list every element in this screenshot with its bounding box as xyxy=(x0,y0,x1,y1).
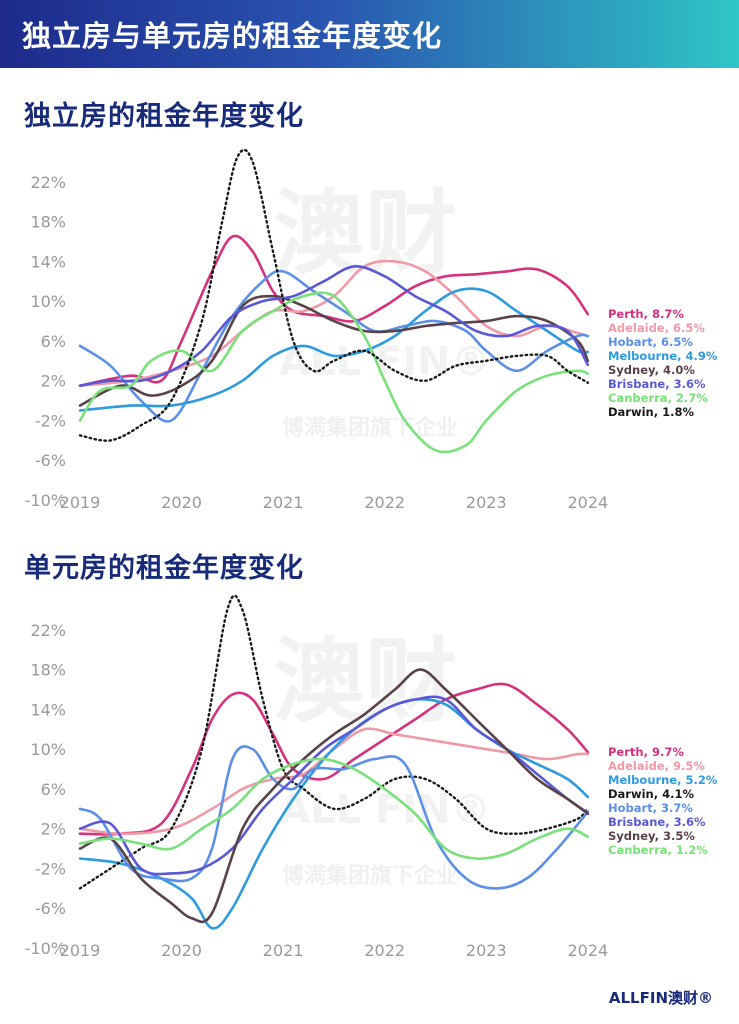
y-tick-label: 2% xyxy=(41,820,66,839)
series-label-perth: Perth, 9.7% xyxy=(608,745,684,759)
series-line-canberra xyxy=(78,757,590,860)
y-tick-label: -6% xyxy=(35,899,66,918)
series-label-brisbane: Brisbane, 3.6% xyxy=(608,815,706,829)
y-tick-label: -2% xyxy=(35,859,66,878)
series-line-hobart xyxy=(78,269,590,423)
series-label-sydney: Sydney, 3.5% xyxy=(608,829,695,843)
chart1-title: 独立房的租金年度变化 xyxy=(24,101,304,132)
x-tick-label: 2019 xyxy=(60,493,101,512)
series-label-melbourne: Melbourne, 5.2% xyxy=(608,773,718,787)
y-tick-label: -6% xyxy=(35,451,66,470)
page-title: 独立房与单元房的租金年度变化 xyxy=(22,19,443,53)
series-line-perth xyxy=(78,682,590,836)
y-tick-label: -2% xyxy=(35,411,66,430)
x-tick-label: 2023 xyxy=(466,493,507,512)
series-label-hobart: Hobart, 6.5% xyxy=(608,335,693,349)
y-tick-label: 14% xyxy=(30,252,66,271)
watermark-brand: ALL FIN® xyxy=(279,787,491,833)
series-line-adelaide xyxy=(78,727,590,835)
y-tick-label: 18% xyxy=(30,661,66,680)
watermark-logo: 澳财 xyxy=(273,628,457,735)
series-label-darwin: Darwin, 1.8% xyxy=(608,405,694,419)
y-tick-label: 2% xyxy=(41,372,66,391)
x-tick-label: 2021 xyxy=(263,493,304,512)
series-line-sydney xyxy=(78,668,590,924)
series-label-darwin: Darwin, 4.1% xyxy=(608,787,694,801)
series-label-canberra: Canberra, 2.7% xyxy=(608,391,708,405)
series-label-melbourne: Melbourne, 4.9% xyxy=(608,349,718,363)
series-line-hobart xyxy=(78,745,590,890)
x-tick-label: 2020 xyxy=(161,941,202,960)
series-label-brisbane: Brisbane, 3.6% xyxy=(608,377,706,391)
y-tick-label: 6% xyxy=(41,780,66,799)
watermark-company: 博满集团旗下企业 xyxy=(282,863,458,889)
x-tick-label: 2020 xyxy=(161,493,202,512)
x-tick-label: 2022 xyxy=(364,493,405,512)
series-label-hobart: Hobart, 3.7% xyxy=(608,801,693,815)
x-tick-label: 2023 xyxy=(466,941,507,960)
x-tick-label: 2021 xyxy=(263,941,304,960)
allfin-logo: ALLFIN澳财® xyxy=(608,989,713,1007)
y-tick-label: -10% xyxy=(25,939,66,958)
header-banner: 独立房与单元房的租金年度变化 xyxy=(0,0,739,68)
y-tick-label: 6% xyxy=(41,332,66,351)
y-tick-label: 22% xyxy=(30,173,66,192)
y-tick-label: 10% xyxy=(30,292,66,311)
y-tick-label: 14% xyxy=(30,700,66,719)
chart2-title: 单元房的租金年度变化 xyxy=(24,553,304,584)
unit-rent-chart: 澳财 ALL FIN® 博满集团旗下企业 22% 18% 14% 10% 6% 2% -2% -6%… xyxy=(25,594,718,960)
series-line-darwin xyxy=(78,594,589,890)
series-line-canberra xyxy=(78,291,590,454)
series-label-adelaide: Adelaide, 6.5% xyxy=(608,321,705,335)
series-label-perth: Perth, 8.7% xyxy=(608,307,684,321)
x-tick-label: 2019 xyxy=(60,941,101,960)
watermark-company: 博满集团旗下企业 xyxy=(282,415,458,441)
x-tick-label: 2024 xyxy=(567,941,608,960)
series-label-canberra: Canberra, 1.2% xyxy=(608,843,708,857)
watermark-brand: ALL FIN® xyxy=(279,339,491,385)
watermark-logo: 澳财 xyxy=(273,180,457,287)
y-tick-label: 22% xyxy=(30,621,66,640)
x-tick-label: 2022 xyxy=(364,941,405,960)
series-label-adelaide: Adelaide, 9.5% xyxy=(608,759,705,773)
series-line-darwin xyxy=(78,148,589,442)
y-tick-label: -10% xyxy=(25,491,66,510)
x-tick-label: 2024 xyxy=(567,493,608,512)
house-rent-chart: 澳财 ALL FIN® 博满集团旗下企业 22% 18% 14% 10% 6% 2% -2% -6%… xyxy=(25,148,718,512)
series-line-brisbane xyxy=(78,265,590,387)
y-tick-label: 10% xyxy=(30,740,66,759)
y-tick-label: 18% xyxy=(30,213,66,232)
series-label-sydney: Sydney, 4.0% xyxy=(608,363,695,377)
